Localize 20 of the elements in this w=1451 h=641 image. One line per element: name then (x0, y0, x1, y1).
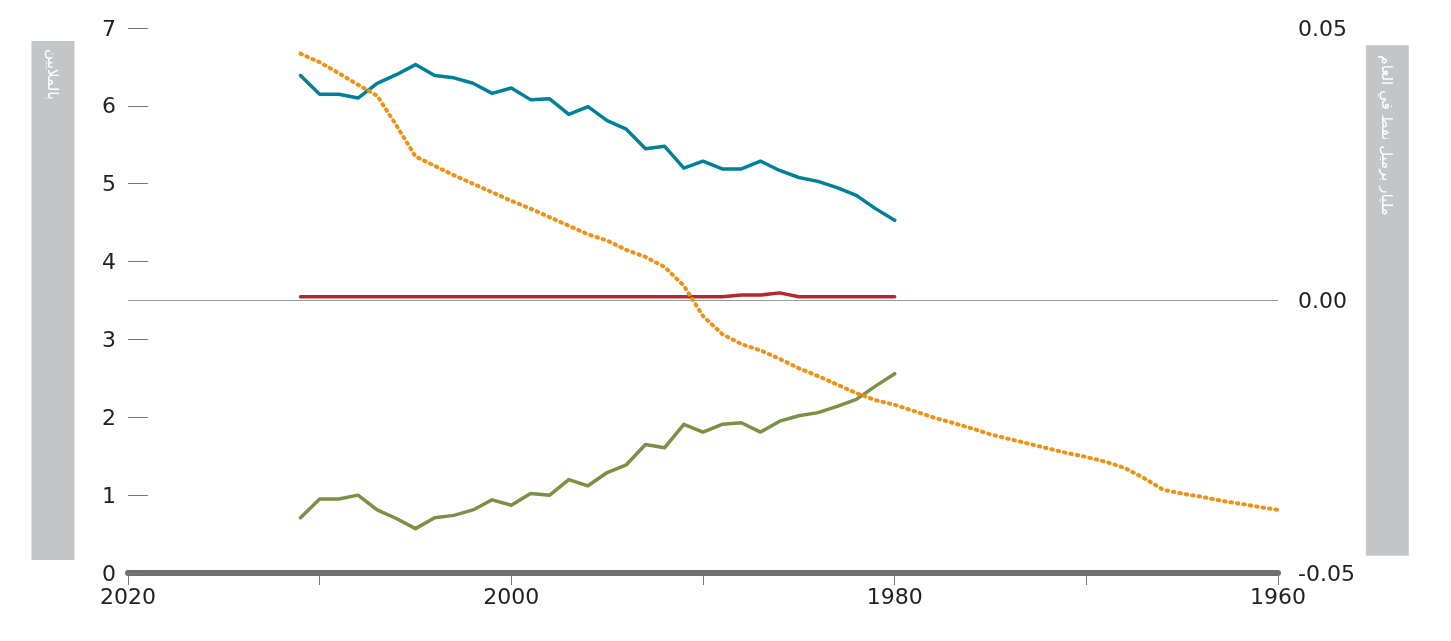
y-tick-label: 5 (102, 171, 116, 197)
x-tick-label: 2020 (100, 583, 156, 609)
y2-axis-title: مليار برميل نفط في العام (1377, 55, 1397, 216)
line-series (298, 51, 1280, 512)
y-tick-label: 6 (102, 93, 116, 119)
y-tick-label: 1 (102, 482, 116, 508)
y2-tick-label: 0.00 (1298, 288, 1347, 313)
x-tick-label: 1960 (1250, 583, 1306, 609)
y2-tick-label: -0.05 (1298, 560, 1355, 586)
y-tick-label: 3 (102, 326, 116, 352)
y-tick-label: 7 (102, 15, 116, 41)
x-tick-label: 2000 (483, 583, 540, 609)
y2-tick-label: 0.05 (1298, 15, 1347, 41)
line-series (298, 371, 897, 531)
line-series (298, 62, 897, 223)
y-tick-label: 2 (102, 404, 116, 430)
y-tick-label: 0 (102, 560, 116, 586)
x-tick-label: 1980 (866, 583, 923, 609)
y-tick-label: 4 (102, 249, 116, 275)
y-axis-title: بالملايين (44, 48, 62, 101)
